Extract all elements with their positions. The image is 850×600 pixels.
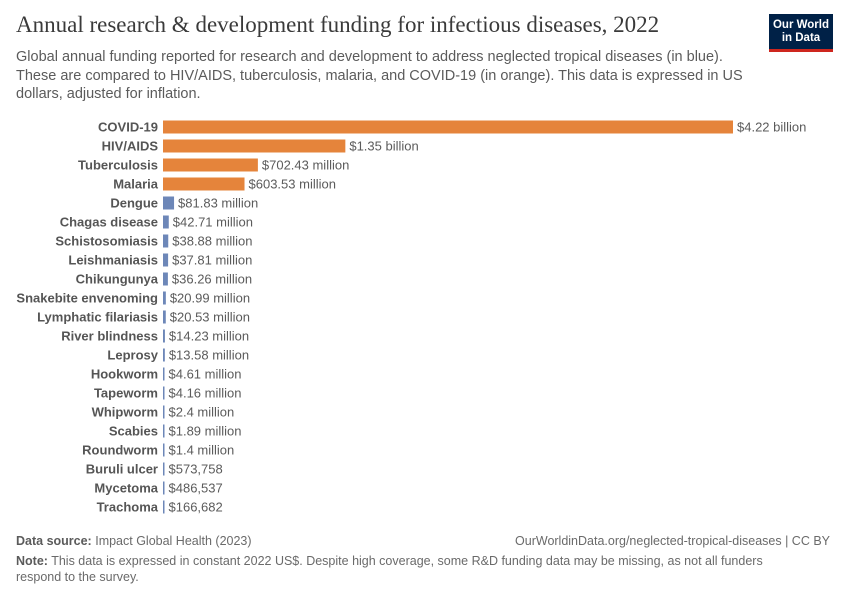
chart-subtitle: Global annual funding reported for resea…: [16, 49, 743, 102]
category-label: COVID-19: [98, 120, 158, 135]
chart-title: Annual research & development funding fo…: [16, 12, 660, 37]
category-label: Scabies: [109, 424, 158, 439]
bar[interactable]: [163, 348, 165, 362]
bar[interactable]: [163, 120, 733, 134]
bar-row-chikungunya[interactable]: Chikungunya $36.26 million: [76, 272, 252, 287]
bar[interactable]: [163, 367, 165, 381]
value-label: $14.23 million: [169, 329, 249, 344]
data-source: Data source: Impact Global Health (2023): [16, 534, 252, 548]
bar[interactable]: [163, 139, 346, 153]
value-label: $166,682: [169, 500, 223, 515]
bar[interactable]: [163, 310, 166, 324]
bar[interactable]: [163, 405, 165, 419]
value-label: $702.43 million: [262, 158, 349, 173]
bar-row-snakebite-envenoming[interactable]: Snakebite envenoming $20.99 million: [16, 291, 250, 306]
bar[interactable]: [163, 481, 165, 495]
category-label: Snakebite envenoming: [16, 291, 158, 306]
bar[interactable]: [163, 158, 258, 172]
bar-row-chagas-disease[interactable]: Chagas disease $42.71 million: [60, 215, 253, 230]
bar-row-buruli-ulcer[interactable]: Buruli ulcer $573,758: [86, 462, 223, 477]
category-label: Mycetoma: [94, 481, 158, 496]
bar-row-schistosomiasis[interactable]: Schistosomiasis $38.88 million: [55, 234, 252, 249]
category-label: Leprosy: [107, 348, 158, 363]
category-label: Hookworm: [91, 367, 158, 382]
value-label: $38.88 million: [172, 234, 252, 249]
category-label: Dengue: [110, 196, 158, 211]
bar[interactable]: [163, 462, 165, 476]
value-label: $13.58 million: [169, 348, 249, 363]
bar-row-tuberculosis[interactable]: Tuberculosis $702.43 million: [78, 158, 349, 173]
category-label: Lymphatic filariasis: [37, 310, 158, 325]
chart-note: Note: This data is expressed in constant…: [16, 554, 806, 585]
value-label: $573,758: [169, 462, 223, 477]
note-text: This data is expressed in constant 2022 …: [16, 554, 763, 584]
bar[interactable]: [163, 177, 245, 191]
bar[interactable]: [163, 443, 165, 457]
bar-chart: COVID-19 $4.22 billion HIV/AIDS $1.35 billi…: [16, 120, 806, 515]
bar-row-scabies[interactable]: Scabies $1.89 million: [109, 424, 242, 439]
value-label: $4.22 billion: [737, 120, 806, 135]
value-label: $42.71 million: [173, 215, 253, 230]
bar[interactable]: [163, 215, 169, 229]
bar[interactable]: [163, 272, 168, 286]
category-label: HIV/AIDS: [102, 139, 159, 154]
bar-row-malaria[interactable]: Malaria $603.53 million: [113, 177, 336, 192]
value-label: $1.4 million: [169, 443, 235, 458]
bar-row-hiv-aids[interactable]: HIV/AIDS $1.35 billion: [102, 139, 419, 154]
category-label: Whipworm: [92, 405, 158, 420]
bar-row-dengue[interactable]: Dengue $81.83 million: [110, 196, 258, 211]
owid-logo[interactable]: Our World in Data: [769, 14, 833, 52]
category-label: Malaria: [113, 177, 159, 192]
value-label: $2.4 million: [169, 405, 235, 420]
bar-row-leishmaniasis[interactable]: Leishmaniasis $37.81 million: [68, 253, 252, 268]
category-label: Roundworm: [82, 443, 158, 458]
value-label: $603.53 million: [249, 177, 336, 192]
logo-line-1: Our World: [772, 18, 829, 31]
value-label: $81.83 million: [178, 196, 258, 211]
value-label: $1.89 million: [169, 424, 242, 439]
category-label: Tuberculosis: [78, 158, 158, 173]
bar[interactable]: [163, 500, 165, 514]
value-label: $4.16 million: [169, 386, 242, 401]
value-label: $4.61 million: [169, 367, 242, 382]
value-label: $37.81 million: [172, 253, 252, 268]
bar[interactable]: [163, 386, 165, 400]
category-label: Trachoma: [97, 500, 159, 515]
bar-row-whipworm[interactable]: Whipworm $2.4 million: [92, 405, 235, 420]
category-label: Chikungunya: [76, 272, 159, 287]
credit-link[interactable]: OurWorldinData.org/neglected-tropical-di…: [515, 534, 830, 548]
bar-row-leprosy[interactable]: Leprosy $13.58 million: [107, 348, 249, 363]
bar-row-roundworm[interactable]: Roundworm $1.4 million: [82, 443, 234, 458]
bar[interactable]: [163, 253, 169, 267]
category-label: Buruli ulcer: [86, 462, 158, 477]
category-label: Tapeworm: [94, 386, 158, 401]
logo-line-2: in Data: [781, 31, 821, 44]
bar-row-tapeworm[interactable]: Tapeworm $4.16 million: [94, 386, 242, 401]
value-label: $1.35 billion: [349, 139, 418, 154]
category-label: Schistosomiasis: [55, 234, 158, 249]
bar-row-lymphatic-filariasis[interactable]: Lymphatic filariasis $20.53 million: [37, 310, 250, 325]
category-label: Chagas disease: [60, 215, 158, 230]
bar[interactable]: [163, 424, 165, 438]
value-label: $486,537: [169, 481, 223, 496]
bar[interactable]: [163, 329, 165, 343]
bar[interactable]: [163, 196, 175, 210]
bar-row-mycetoma[interactable]: Mycetoma $486,537: [94, 481, 222, 496]
bar-row-trachoma[interactable]: Trachoma $166,682: [97, 500, 223, 515]
value-label: $20.99 million: [170, 291, 250, 306]
value-label: $20.53 million: [170, 310, 250, 325]
data-source-label: Data source:: [16, 534, 92, 548]
value-label: $36.26 million: [172, 272, 252, 287]
category-label: River blindness: [61, 329, 158, 344]
bar-row-covid-19[interactable]: COVID-19 $4.22 billion: [98, 120, 806, 135]
bar-row-river-blindness[interactable]: River blindness $14.23 million: [61, 329, 249, 344]
bar[interactable]: [163, 234, 169, 248]
data-source-link[interactable]: Impact Global Health (2023): [95, 534, 252, 548]
category-label: Leishmaniasis: [68, 253, 158, 268]
bar-row-hookworm[interactable]: Hookworm $4.61 million: [91, 367, 242, 382]
bar[interactable]: [163, 291, 166, 305]
note-label: Note:: [16, 554, 48, 568]
